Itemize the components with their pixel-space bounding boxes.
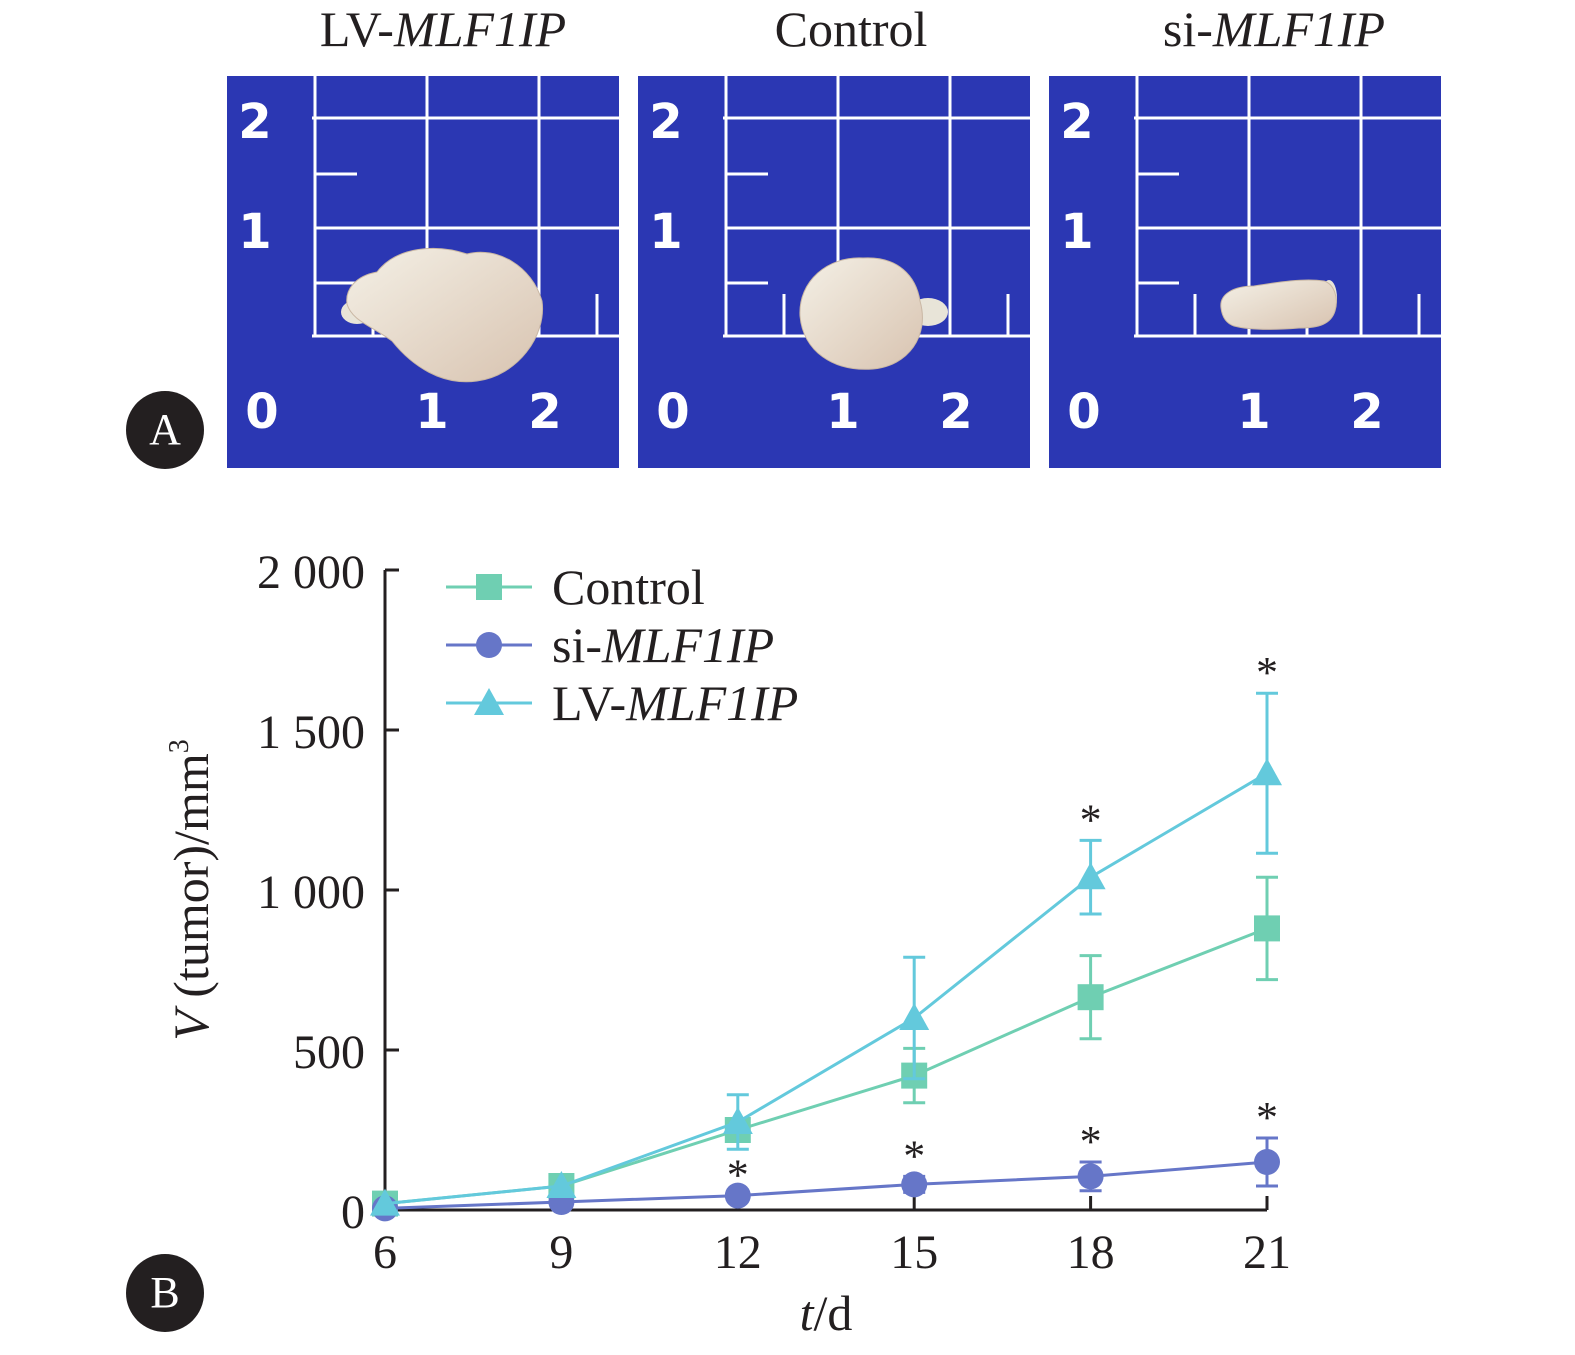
significance-star: *: [1256, 648, 1278, 697]
photo-title-si: si-MLF1IP: [1078, 0, 1470, 58]
data-point: [1254, 915, 1280, 942]
significance-star: *: [1080, 1117, 1102, 1166]
ruler-x-label: 2: [1350, 384, 1383, 440]
y-tick-label: 2 000: [257, 546, 365, 599]
photo-title-control: Control: [655, 0, 1047, 58]
photo-title-lv: LV-MLF1IP: [247, 0, 639, 58]
data-point: [722, 1107, 753, 1134]
legend-label: si-MLF1IP: [552, 617, 774, 673]
tumor-photo-lv: 2 1 0 1 2: [227, 76, 619, 468]
legend-item: si-MLF1IP: [446, 617, 774, 673]
data-point: [1252, 758, 1282, 786]
x-tick-label: 18: [1067, 1226, 1115, 1279]
data-point: [1075, 862, 1106, 890]
ruler-y-label: 2: [238, 94, 271, 150]
series-line: [384, 1160, 1268, 1210]
legend-item: LV-MLF1IP: [446, 675, 798, 731]
x-tick-label: 6: [373, 1226, 397, 1279]
legend-label: Control: [552, 559, 705, 615]
y-tick-label: 0: [341, 1186, 365, 1239]
series-control: [372, 875, 1280, 1217]
ruler-x-label: 1: [415, 384, 448, 440]
x-tick-label: 21: [1243, 1226, 1291, 1279]
photo-title-si-gene: MLF1IP: [1212, 1, 1386, 57]
tumor-volume-chart: 0 500 1 000 1 500 2 000 6 9 12 15 18 21 t/d V (tumor…: [163, 546, 1291, 1341]
legend-label: LV-MLF1IP: [552, 675, 798, 731]
y-tick-label: 500: [293, 1026, 365, 1079]
tumor-photo-lv-svg: 2 1 0 1 2: [238, 76, 619, 440]
legend-marker: [476, 632, 502, 658]
ruler-y-label: 1: [238, 204, 271, 260]
ruler-x-label: 0: [245, 384, 278, 440]
y-tick-label: 1 000: [257, 866, 365, 919]
series-lv-mlf1ip: [370, 691, 1282, 1216]
data-point: [370, 1188, 400, 1216]
photo-title-control-text: Control: [774, 1, 928, 57]
y-tick-label: 1 500: [257, 706, 365, 759]
data-point: [724, 1182, 751, 1209]
ruler-y-label: 1: [1060, 204, 1093, 260]
ruler-y-label: 1: [649, 204, 682, 260]
tumor-photo-control: 2 1 0 1 2: [638, 76, 1030, 468]
tumor-specimen: [346, 247, 544, 383]
tumor-photo-control-svg: 2 1 0 1 2: [649, 76, 1030, 440]
significance-star: *: [903, 1131, 925, 1180]
significance-star: *: [727, 1151, 749, 1200]
panel-b-badge: B: [126, 1254, 204, 1332]
tumor-photo-si-svg: 2 1 0 1 2: [1060, 76, 1441, 440]
ruler-x-label: 0: [656, 384, 689, 440]
x-tick-label: 12: [714, 1226, 762, 1279]
series-line: [384, 927, 1268, 1206]
series-line: [384, 771, 1268, 1206]
photo-title-lv-prefix: LV-: [319, 1, 394, 57]
ruler-x-label: 2: [939, 384, 972, 440]
x-tick-label: 9: [549, 1226, 573, 1279]
significance-star: *: [1256, 1093, 1278, 1142]
x-axis-title: t/d: [800, 1285, 853, 1341]
legend-item: Control: [446, 559, 705, 615]
photo-title-lv-gene: MLF1IP: [393, 1, 567, 57]
data-point: [901, 1171, 928, 1198]
data-point: [546, 1171, 577, 1198]
ruler-x-label: 1: [826, 384, 859, 440]
data-point: [1077, 1163, 1104, 1190]
tumor-specimen: [1220, 279, 1337, 330]
photo-title-si-prefix: si-: [1162, 1, 1213, 57]
significance-star: *: [1080, 795, 1102, 844]
x-tick-label: 15: [890, 1226, 938, 1279]
ruler-y-label: 2: [1060, 94, 1093, 150]
ruler-x-label: 0: [1067, 384, 1100, 440]
tumor-specimen: [799, 257, 923, 370]
data-point: [899, 1003, 930, 1030]
legend-marker: [476, 574, 502, 600]
tumor-photo-si: 2 1 0 1 2: [1049, 76, 1441, 468]
ruler-x-label: 2: [528, 384, 561, 440]
data-point: [1254, 1149, 1280, 1175]
legend-marker: [474, 688, 504, 715]
data-point: [1077, 984, 1104, 1011]
ruler-x-label: 1: [1237, 384, 1270, 440]
y-axis-title: V (tumor)/mm3: [163, 739, 219, 1040]
ruler-y-label: 2: [649, 94, 682, 150]
panel-a-badge: A: [126, 391, 204, 469]
